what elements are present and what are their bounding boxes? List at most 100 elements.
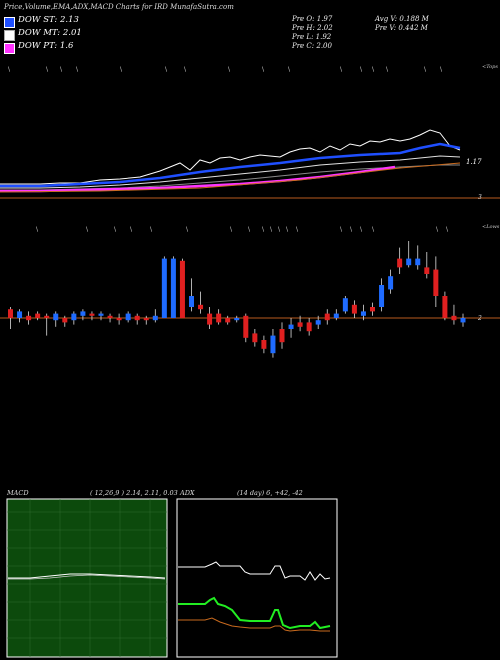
- prev-low: Pre L: 1.92: [292, 33, 332, 41]
- candle-body: [406, 258, 412, 266]
- macd-title: MACD: [7, 489, 29, 497]
- svg-text:\: \: [340, 226, 343, 233]
- svg-text:\: \: [350, 226, 353, 233]
- candle-body: [306, 322, 312, 332]
- svg-text:\: \: [165, 66, 168, 73]
- candle-body: [107, 315, 113, 318]
- candle-body: [433, 269, 439, 296]
- svg-text:\: \: [436, 226, 439, 233]
- svg-text:\: \: [230, 226, 233, 233]
- macd-line: [8, 573, 166, 579]
- svg-text:\: \: [340, 66, 343, 73]
- lows-label: <Lows: [482, 224, 500, 230]
- candle-body: [44, 315, 50, 318]
- svg-text:\: \: [372, 66, 375, 73]
- svg-text:\: \: [60, 66, 63, 73]
- svg-text:\: \: [120, 66, 123, 73]
- ema-pt-line: [0, 165, 396, 193]
- candle-body: [80, 311, 86, 316]
- adx-line: [178, 561, 331, 581]
- candle-body: [388, 276, 394, 290]
- svg-text:\: \: [424, 66, 427, 73]
- svg-text:\: \: [36, 226, 39, 233]
- candle-body: [53, 313, 59, 321]
- candle-body: [8, 309, 13, 318]
- svg-text:\: \: [184, 66, 187, 73]
- candle-body: [370, 307, 375, 312]
- candle-body: [134, 315, 140, 321]
- candle-group: [8, 241, 466, 358]
- ema-mid-line: [0, 155, 461, 189]
- svg-text:\: \: [8, 66, 11, 73]
- avg-volume: Avg V: 0.188 M: [375, 15, 429, 23]
- svg-text:\: \: [278, 226, 281, 233]
- price-line: [0, 129, 461, 185]
- prev-volume: Pre V: 0.442 M: [375, 24, 428, 32]
- candle-body: [62, 318, 68, 323]
- candle-body: [198, 304, 204, 310]
- candle-body: [125, 313, 131, 321]
- candle-body: [279, 329, 285, 343]
- candle-body: [397, 258, 403, 268]
- legend-swatch: [4, 30, 15, 41]
- candle-body: [143, 318, 149, 321]
- legend-swatch: [4, 43, 15, 54]
- candle-body: [451, 315, 457, 321]
- macd-signal-line: [8, 574, 166, 580]
- prev-open: Pre O: 1.97: [292, 15, 333, 23]
- candle-body: [216, 313, 222, 323]
- svg-text:\: \: [248, 226, 251, 233]
- svg-text:\: \: [86, 226, 89, 233]
- candle-body: [98, 313, 104, 316]
- svg-text:\: \: [446, 226, 449, 233]
- svg-text:\: \: [360, 66, 363, 73]
- svg-text:\: \: [262, 226, 265, 233]
- candle-body: [17, 311, 23, 318]
- svg-text:\: \: [386, 66, 389, 73]
- low-ticks: \ \ \ \ \ \ \ \ \ \ \ \ \ \ \ \ \ \ \: [36, 226, 449, 233]
- ema-short-line: [0, 142, 461, 188]
- adx-plus-line: [178, 596, 331, 630]
- candle-body: [252, 333, 258, 343]
- candle-body: [243, 315, 249, 338]
- legend-label: DOW MT: 2.01: [18, 28, 82, 38]
- macd-grid: [7, 499, 167, 657]
- candle-body: [360, 311, 366, 316]
- candle-body: [161, 258, 167, 318]
- svg-text:\: \: [150, 226, 153, 233]
- candle-body: [315, 320, 321, 325]
- svg-text:\: \: [186, 226, 189, 233]
- adx-minus-line: [178, 617, 330, 632]
- svg-text:\: \: [270, 226, 273, 233]
- svg-text:\: \: [360, 226, 363, 233]
- candle-body: [225, 318, 231, 323]
- svg-text:\: \: [372, 226, 375, 233]
- candle-body: [26, 315, 32, 321]
- top-ticks: \ \ \ \ \ \ \ \ \ \ \ \ \ \ \ \: [8, 66, 443, 73]
- svg-text:\: \: [296, 226, 299, 233]
- macd-params: ( 12,26,9 ) 2.14, 2.11, 0.03: [90, 489, 178, 497]
- candle-body: [234, 318, 240, 321]
- candle-body: [152, 315, 158, 321]
- candle-level-value: 2: [478, 315, 482, 322]
- svg-text:\: \: [262, 66, 265, 73]
- svg-text:\: \: [76, 66, 79, 73]
- svg-text:\: \: [286, 226, 289, 233]
- candle-body: [424, 267, 430, 274]
- svg-text:\: \: [46, 66, 49, 73]
- candle-body: [460, 318, 466, 323]
- adx-params: (14 day) 6, +42, -42: [237, 489, 303, 497]
- candle-body: [170, 258, 176, 318]
- candle-body: [379, 285, 385, 307]
- legend-swatch: [4, 17, 15, 28]
- candle-body: [415, 258, 421, 266]
- tops-label: <Tops: [482, 64, 498, 70]
- svg-text:\: \: [114, 226, 117, 233]
- legend-label: DOW ST: 2.13: [18, 15, 79, 25]
- ema-orange-line: [0, 162, 461, 193]
- chart-title: Price,Volume,EMA,ADX,MACD Charts for IRD…: [4, 3, 234, 11]
- candle-body: [442, 296, 448, 318]
- candle-body: [342, 298, 348, 312]
- adx-panel: [176, 498, 338, 658]
